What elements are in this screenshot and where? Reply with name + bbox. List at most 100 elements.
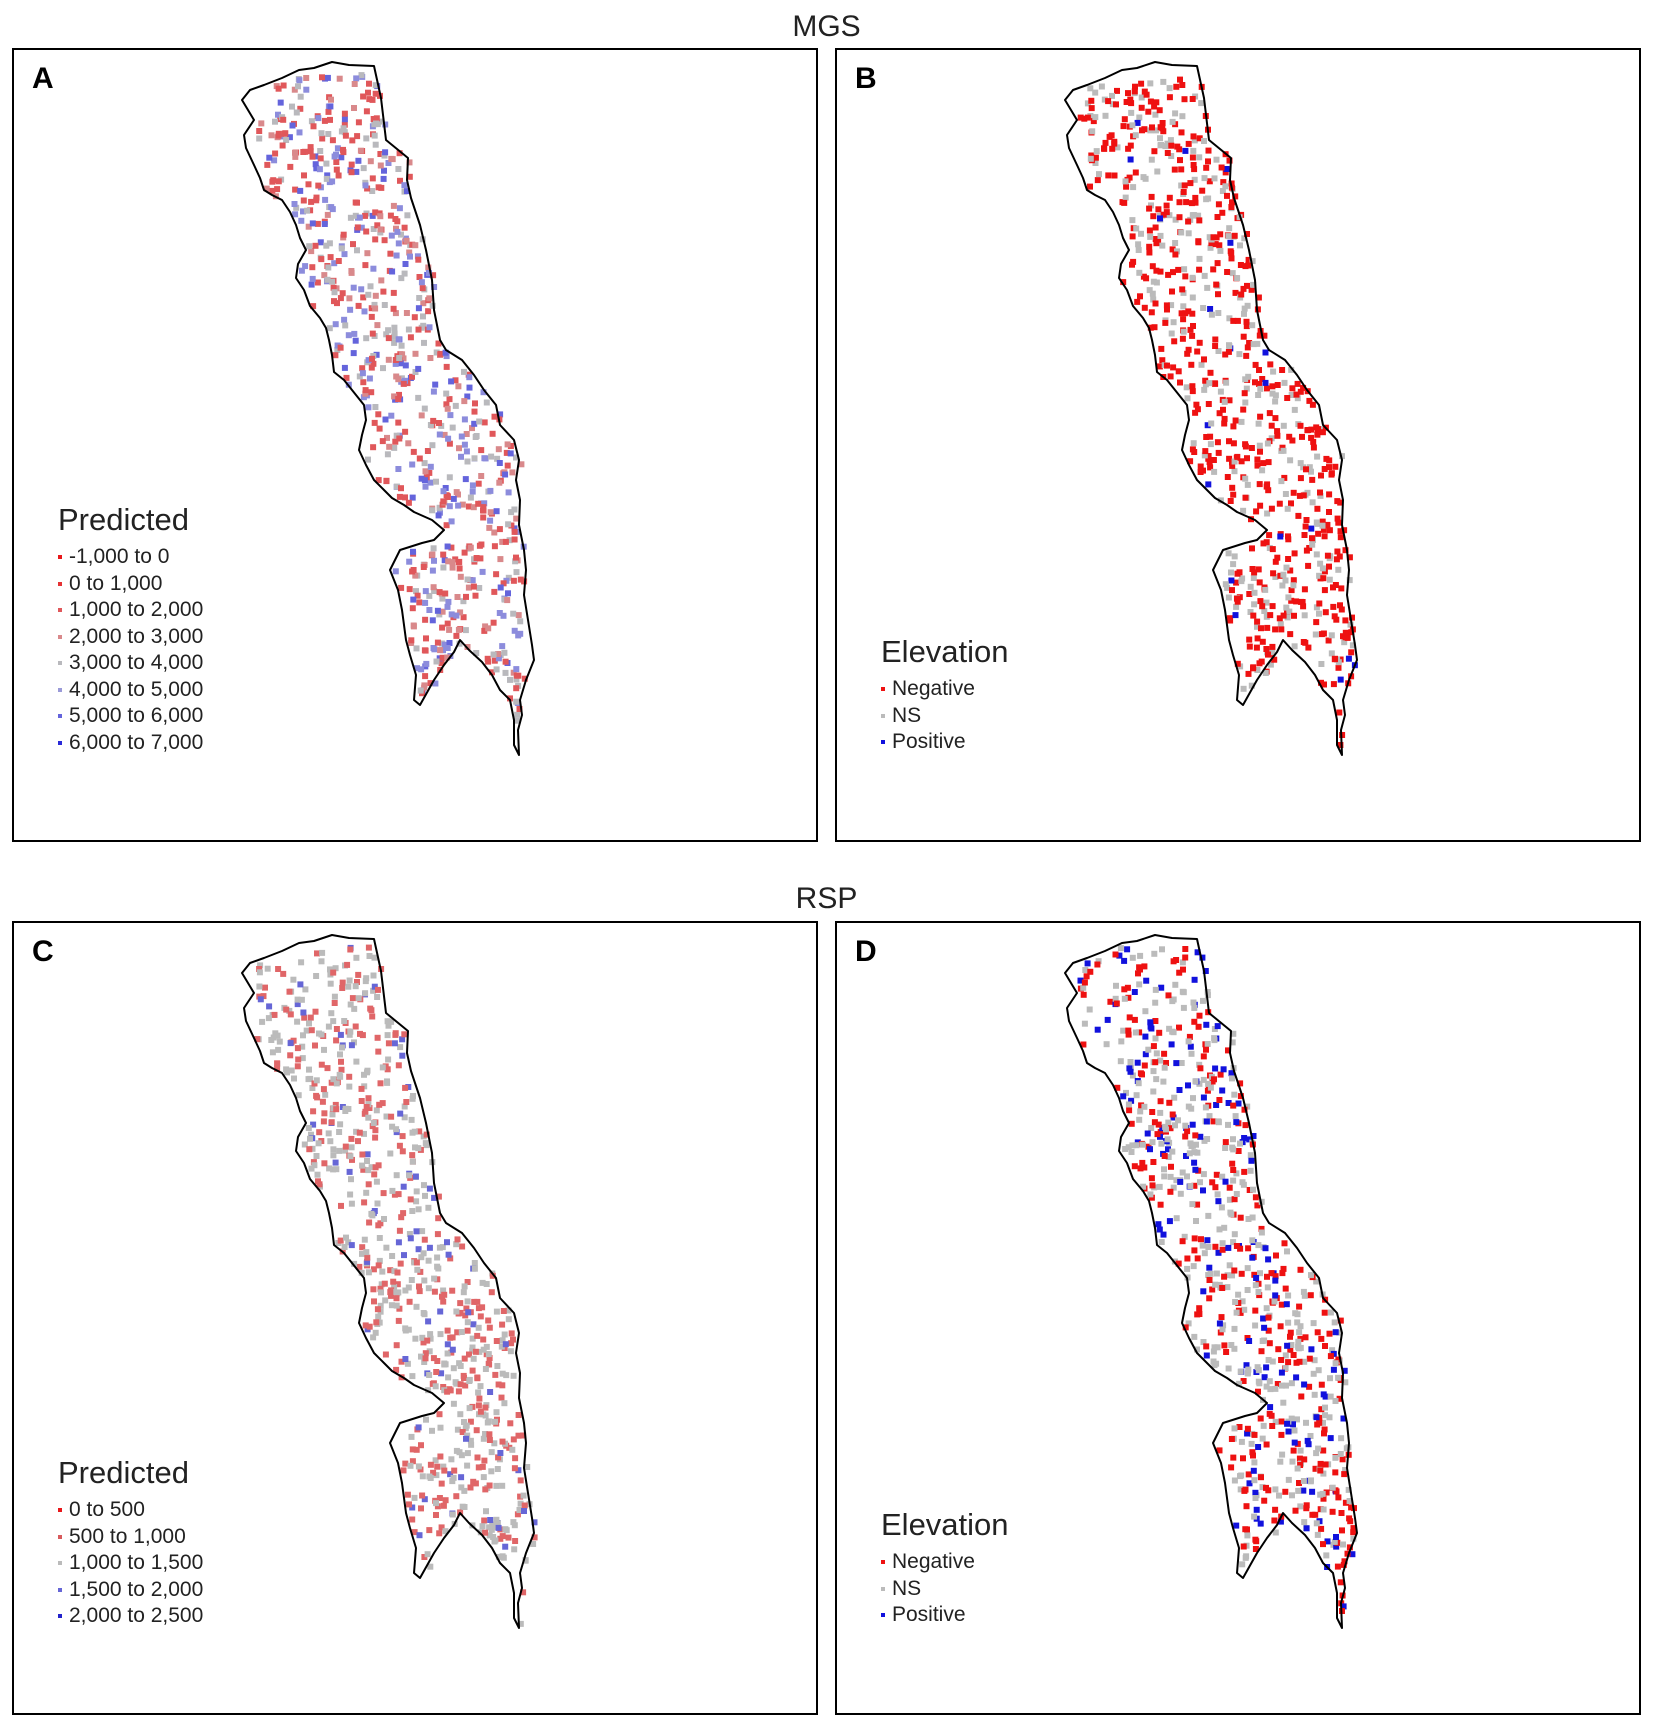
map-dot [1236, 1424, 1243, 1430]
map-dot [1264, 385, 1270, 392]
map-dot [351, 105, 357, 111]
map-dot [1329, 1508, 1336, 1515]
map-dot [308, 248, 315, 255]
map-dot [1290, 489, 1297, 496]
map-dot [354, 133, 361, 140]
map-dot [1320, 526, 1327, 533]
map-dot [456, 445, 462, 452]
map-dot [469, 425, 475, 432]
map-dot [1300, 1487, 1307, 1494]
map-dot [1212, 241, 1219, 248]
legend-item: NS [881, 703, 1009, 730]
map-dot [1337, 1451, 1344, 1457]
map-dot [1257, 385, 1264, 392]
map-dot [1210, 234, 1217, 241]
map-dot [404, 212, 411, 219]
map-dot [1232, 417, 1239, 424]
map-dot [1139, 1159, 1146, 1166]
map-dot [445, 1374, 452, 1381]
map-dot [450, 1400, 457, 1407]
map-dot [327, 966, 333, 973]
map-dot [1249, 545, 1255, 552]
map-dot [1280, 447, 1287, 454]
legend-label: 500 to 1,000 [69, 1524, 186, 1548]
map-dot [341, 116, 348, 123]
map-dot [1225, 1100, 1232, 1106]
map-dot [486, 1324, 493, 1331]
map-dot [466, 374, 473, 381]
map-dot [1108, 132, 1115, 139]
map-dot [401, 1252, 407, 1259]
map-dot [1270, 570, 1277, 577]
map-dot [1121, 986, 1128, 993]
map-dot [293, 204, 300, 211]
map-dot [1232, 193, 1239, 200]
map-dot [315, 182, 322, 189]
map-dot [1259, 467, 1266, 474]
map-dot [1308, 434, 1315, 441]
map-dot [1152, 224, 1159, 231]
map-dot [1252, 1282, 1259, 1289]
map-dot [348, 1144, 355, 1151]
map-dot [439, 1244, 446, 1251]
map-dot [1175, 368, 1182, 375]
map-dot [1201, 356, 1207, 363]
map-dot [1226, 397, 1233, 404]
map-dot [425, 1257, 432, 1264]
map-dot [1222, 351, 1229, 358]
map-dot [502, 1526, 509, 1533]
map-dot [1234, 570, 1241, 577]
map-dot [1241, 1306, 1248, 1313]
map-dot [1141, 1164, 1148, 1171]
map-dot [1188, 200, 1195, 207]
map-dot [475, 1402, 482, 1409]
map-dot [1318, 661, 1325, 667]
map-dot [320, 1086, 327, 1093]
map-dot [1267, 1386, 1274, 1393]
map-dot [1117, 945, 1124, 952]
map-dot [455, 626, 462, 633]
map-dot [1255, 420, 1262, 427]
map-dot [353, 168, 360, 175]
map-dot [470, 583, 477, 590]
map-dot [401, 1103, 408, 1110]
map-dot [389, 1253, 396, 1259]
map-dot [416, 455, 423, 462]
map-dot [1137, 952, 1144, 959]
map-dot [471, 455, 478, 462]
map-dot [370, 987, 377, 994]
map-dot [1251, 1513, 1258, 1520]
map-dot [496, 526, 503, 533]
map-dot [308, 1165, 315, 1172]
map-dot [1179, 1169, 1186, 1176]
map-dot [260, 993, 267, 1000]
map-dot [1316, 572, 1323, 579]
map-dot [469, 577, 476, 584]
map-dot [499, 1382, 506, 1389]
map-dot [471, 1260, 478, 1266]
map-dot [1187, 1140, 1194, 1147]
map-dot [1313, 1414, 1320, 1421]
map-dot [1297, 475, 1304, 482]
legend-title: Predicted [58, 1455, 189, 1490]
map-dot [410, 596, 417, 603]
map-dot [1178, 129, 1185, 136]
map-dot [1141, 88, 1148, 95]
map-dot [1247, 1167, 1254, 1174]
map-dot [1230, 440, 1237, 447]
map-dot [1288, 500, 1294, 507]
map-dot [1133, 1092, 1140, 1099]
map-dot [1266, 410, 1273, 417]
map-dot [357, 147, 364, 154]
map-dot [440, 1463, 447, 1470]
map-dot [1272, 626, 1279, 633]
map-dot [432, 1457, 439, 1464]
map-dot [1122, 1146, 1129, 1152]
map-dot [1290, 577, 1297, 584]
map-dot [352, 983, 359, 990]
map-dot [1126, 1065, 1133, 1072]
map-dot [1197, 469, 1204, 475]
map-dot [440, 1502, 447, 1509]
map-dot [447, 1255, 454, 1262]
map-dot [388, 1113, 395, 1120]
